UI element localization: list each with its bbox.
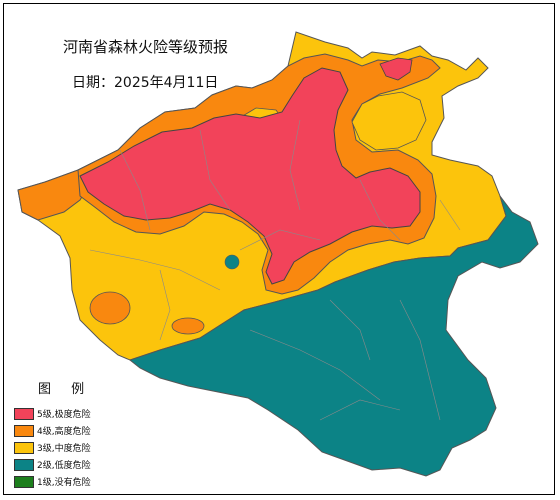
map-title: 河南省森林火险等级预报	[63, 38, 229, 56]
legend-swatch	[14, 475, 34, 488]
level5-zone-main	[79, 67, 421, 285]
legend-label: 1级,没有危险	[37, 478, 91, 488]
level2-spot	[224, 254, 240, 270]
legend-item: 2级,低度危险	[14, 456, 92, 473]
level4-spot-southwest	[171, 317, 205, 335]
map-date: 日期：2025年4月11日	[72, 75, 219, 91]
legend-swatch	[14, 441, 34, 454]
legend-item: 4级,高度危险	[14, 422, 92, 439]
legend-label: 2级,低度危险	[37, 461, 91, 471]
level3-pocket-north	[351, 91, 427, 151]
legend-swatch	[14, 407, 34, 420]
legend-title: 图 例	[38, 382, 93, 397]
legend-swatch	[14, 458, 34, 471]
level4-zone-west	[17, 169, 93, 221]
level4-spot-west	[89, 291, 131, 325]
legend: 图 例 5级,极度危险 4级,高度危险 3级,中度危险 2级,低度危险 1级,没…	[14, 378, 92, 490]
legend-item: 5级,极度危险	[14, 405, 92, 422]
legend-item: 1级,没有危险	[14, 473, 92, 490]
level2-zone-south	[128, 195, 539, 477]
county-boundaries	[89, 119, 461, 421]
legend-swatch	[14, 424, 34, 437]
legend-item: 3级,中度危险	[14, 439, 92, 456]
level5-zone-northeast	[379, 57, 413, 81]
legend-label: 4级,高度危险	[37, 427, 91, 437]
legend-label: 5级,极度危险	[37, 410, 91, 420]
legend-label: 3级,中度危险	[37, 444, 91, 454]
